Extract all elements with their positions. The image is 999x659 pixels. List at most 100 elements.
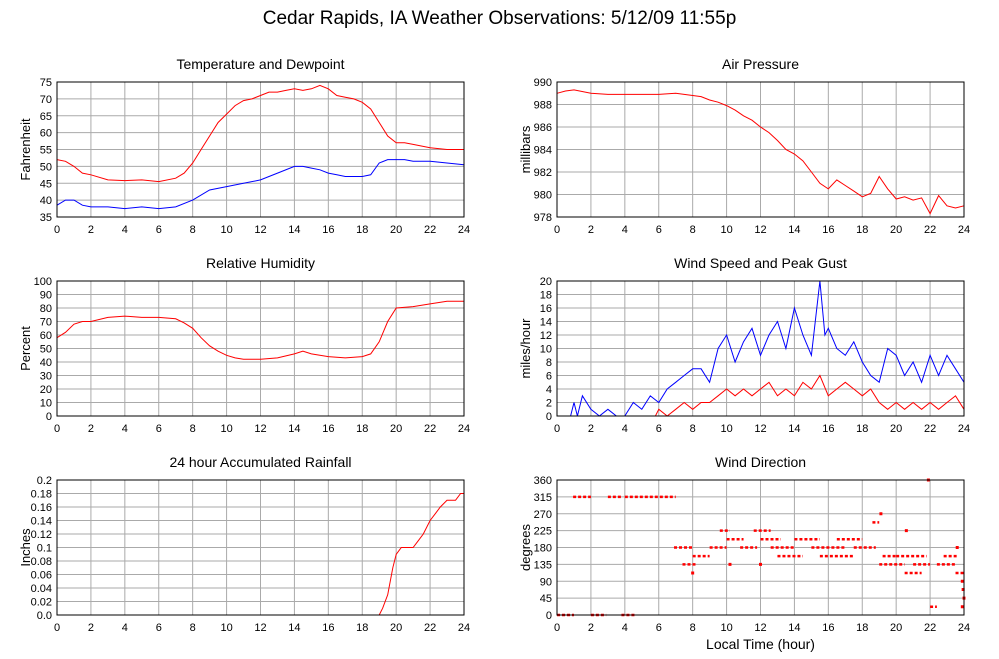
y-tick-label: 55 xyxy=(40,145,52,157)
x-tick-label: 6 xyxy=(656,622,662,634)
series-line-1 xyxy=(56,300,464,360)
x-tick-label: 12 xyxy=(754,423,766,435)
chart-title: 24 hour Accumulated Rainfall xyxy=(169,454,351,470)
x-tick-label: 12 xyxy=(254,622,266,634)
x-tick-label: 0 xyxy=(554,423,560,435)
x-tick-label: 20 xyxy=(390,423,402,435)
y-tick-label: 315 xyxy=(534,492,552,504)
y-tick-label: 20 xyxy=(540,276,552,288)
y-axis-label: Inches xyxy=(18,528,33,567)
x-tick-label: 22 xyxy=(924,423,936,435)
y-tick-label: 65 xyxy=(40,111,52,123)
x-tick-label: 16 xyxy=(322,423,334,435)
chart-title: Temperature and Dewpoint xyxy=(176,56,344,72)
x-tick-label: 0 xyxy=(54,622,60,634)
x-tick-label: 14 xyxy=(288,622,300,634)
y-tick-label: 70 xyxy=(40,94,52,106)
x-tick-label: 6 xyxy=(156,622,162,634)
y-tick-label: 6 xyxy=(546,371,552,383)
direction-point xyxy=(904,529,908,533)
chart-rh: 0 2 4 6 8 10 12 14 16 18 20 22 240102030405060708090… xyxy=(18,255,470,435)
series-line-2 xyxy=(56,159,465,210)
y-tick-label: 10 xyxy=(540,344,552,356)
x-tick-label: 0 xyxy=(554,622,560,634)
y-tick-label: 50 xyxy=(40,344,52,356)
x-tick-label: 12 xyxy=(754,224,766,236)
y-tick-label: 90 xyxy=(40,290,52,302)
y-axis-label: degrees xyxy=(518,524,533,571)
y-tick-label: 70 xyxy=(40,317,52,329)
x-tick-label: 2 xyxy=(588,423,594,435)
x-tick-label: 20 xyxy=(390,224,402,236)
x-tick-label: 8 xyxy=(690,622,696,634)
y-tick-label: 0 xyxy=(46,411,52,423)
y-tick-label: 0.02 xyxy=(31,597,52,609)
y-tick-label: 20 xyxy=(40,384,52,396)
y-tick-label: 225 xyxy=(534,526,552,538)
y-tick-label: 180 xyxy=(534,543,552,555)
chart-title: Relative Humidity xyxy=(206,255,315,271)
x-tick-label: 10 xyxy=(220,224,232,236)
y-tick-label: 990 xyxy=(534,77,552,89)
x-tick-label: 10 xyxy=(720,622,732,634)
y-tick-label: 80 xyxy=(40,303,52,315)
x-tick-label: 4 xyxy=(622,423,628,435)
x-tick-label: 10 xyxy=(220,423,232,435)
y-tick-label: 2 xyxy=(546,398,552,410)
direction-point xyxy=(961,588,965,591)
y-tick-label: 18 xyxy=(540,290,552,302)
x-tick-label: 2 xyxy=(88,423,94,435)
x-tick-label: 16 xyxy=(822,423,834,435)
x-tick-label: 18 xyxy=(356,423,368,435)
x-tick-label: 4 xyxy=(622,224,628,236)
chart-pressure: 0 2 4 6 8 10 12 14 16 18 20 22 249789809829849869889… xyxy=(518,56,970,236)
y-tick-label: 360 xyxy=(534,475,552,487)
chart-title: Wind Direction xyxy=(715,454,806,470)
x-tick-label: 22 xyxy=(924,622,936,634)
x-tick-label: 16 xyxy=(822,622,834,634)
x-tick-label: 0 xyxy=(54,224,60,236)
y-tick-label: 0.12 xyxy=(31,529,52,541)
x-tick-label: 20 xyxy=(890,423,902,435)
x-tick-label: 16 xyxy=(822,224,834,236)
direction-point xyxy=(728,562,732,566)
y-tick-label: 0.1 xyxy=(37,543,52,555)
direction-point xyxy=(960,579,964,583)
y-tick-label: 0 xyxy=(546,610,552,622)
x-tick-label: 2 xyxy=(88,622,94,634)
x-tick-label: 14 xyxy=(788,224,800,236)
x-tick-label: 16 xyxy=(322,224,334,236)
y-tick-label: 60 xyxy=(40,330,52,342)
series-line-2 xyxy=(557,374,965,417)
series-line-1 xyxy=(556,89,965,215)
plot-frame xyxy=(556,81,965,218)
y-tick-label: 8 xyxy=(546,357,552,369)
x-tick-label: 2 xyxy=(588,224,594,236)
x-tick-label: 6 xyxy=(156,423,162,435)
direction-point xyxy=(960,605,964,609)
plot-frame xyxy=(56,81,465,218)
y-tick-label: 50 xyxy=(40,161,52,173)
y-tick-label: 4 xyxy=(546,384,552,396)
x-tick-label: 20 xyxy=(390,622,402,634)
y-tick-label: 0.16 xyxy=(31,502,52,514)
y-tick-label: 14 xyxy=(540,317,552,329)
x-tick-label: 14 xyxy=(788,423,800,435)
plot-frame xyxy=(56,479,465,616)
chart-wdir: 0 2 4 6 8 10 12 14 16 18 20 22 240459013518022527031… xyxy=(518,454,970,652)
x-tick-label: 18 xyxy=(856,224,868,236)
x-tick-label: 12 xyxy=(754,622,766,634)
direction-point xyxy=(759,562,762,566)
x-tick-label: 14 xyxy=(288,224,300,236)
y-tick-label: 40 xyxy=(40,357,52,369)
y-tick-label: 30 xyxy=(40,371,52,383)
x-tick-label: 22 xyxy=(424,622,436,634)
chart-title: Air Pressure xyxy=(722,56,799,72)
y-tick-label: 0.14 xyxy=(31,516,52,528)
x-tick-label: 14 xyxy=(288,423,300,435)
direction-point xyxy=(691,571,695,575)
page-title: Cedar Rapids, IA Weather Observations: 5… xyxy=(262,8,737,29)
x-tick-label: 2 xyxy=(88,224,94,236)
plot-frame xyxy=(56,280,465,417)
